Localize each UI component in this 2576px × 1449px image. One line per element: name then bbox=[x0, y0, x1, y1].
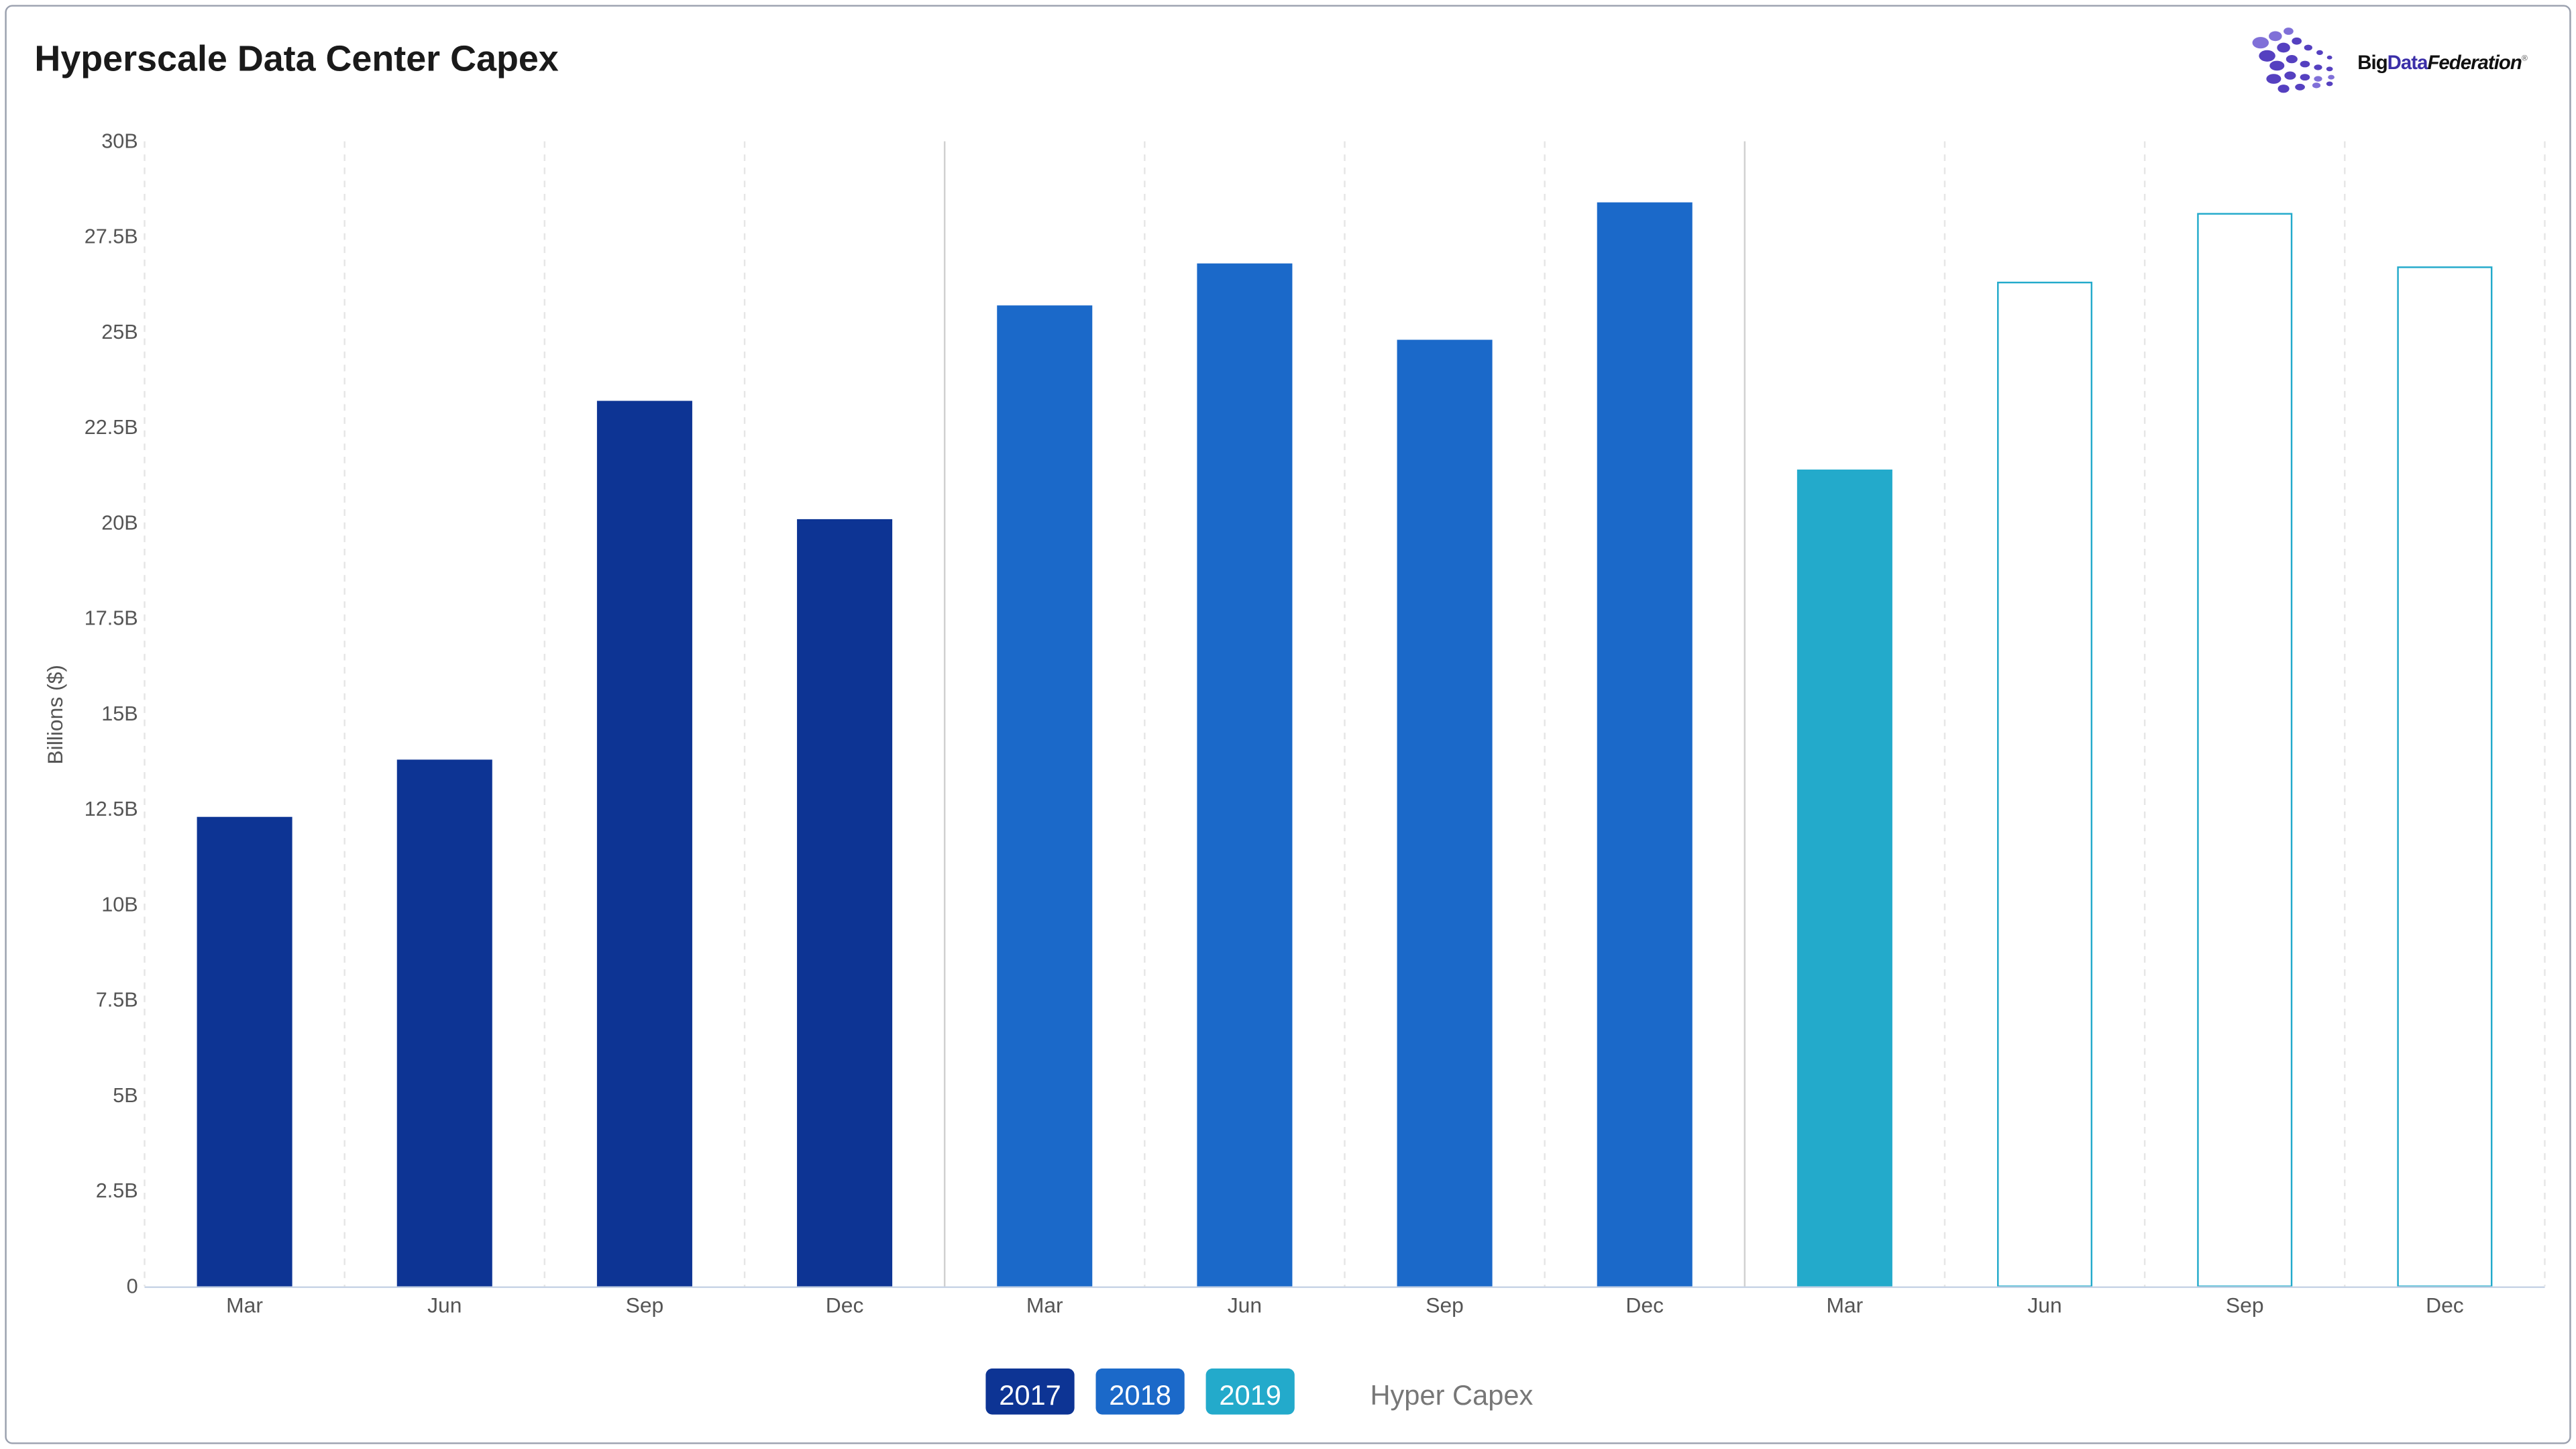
legend-label-2017: 2017 bbox=[999, 1379, 1061, 1411]
legend-item-2019[interactable]: 2019 bbox=[1205, 1368, 1295, 1415]
x-tick-label: Dec bbox=[2426, 1293, 2464, 1318]
x-tick-label: Jun bbox=[427, 1293, 462, 1318]
bar-mar-2017[interactable] bbox=[197, 816, 292, 1287]
bar-jun-2019[interactable] bbox=[1997, 281, 2093, 1287]
logo-text-federation: Federation bbox=[2427, 52, 2521, 74]
logo-registered: ® bbox=[2522, 54, 2528, 63]
legend-label-2019: 2019 bbox=[1219, 1379, 1281, 1411]
logo-text-big: Big bbox=[2357, 52, 2387, 74]
bar-jun-2017[interactable] bbox=[396, 759, 492, 1287]
legend-item-2018[interactable]: 2018 bbox=[1095, 1368, 1185, 1415]
bar-dec-2017[interactable] bbox=[797, 519, 893, 1287]
y-tick-label: 22.5B bbox=[85, 416, 138, 439]
y-tick-label: 7.5B bbox=[96, 989, 138, 1012]
x-tick-label: Mar bbox=[226, 1293, 263, 1318]
legend-item-2017[interactable]: 2017 bbox=[985, 1368, 1075, 1415]
logo-text-data: Data bbox=[2387, 52, 2428, 74]
y-tick-label: 10B bbox=[101, 893, 138, 916]
x-tick-label: Jun bbox=[2027, 1293, 2061, 1318]
bars bbox=[197, 202, 2493, 1287]
svg-text:BigDataFederation®: BigDataFederation® bbox=[2357, 52, 2528, 74]
logo-dots-icon bbox=[2252, 28, 2334, 93]
x-tick-label: Sep bbox=[2226, 1293, 2264, 1318]
y-tick-label: 25B bbox=[101, 321, 138, 343]
y-tick-label: 2.5B bbox=[96, 1179, 138, 1202]
x-tick-label: Dec bbox=[1625, 1293, 1664, 1318]
y-tick-label: 17.5B bbox=[85, 607, 138, 630]
x-tick-label: Mar bbox=[1826, 1293, 1863, 1318]
bar-sep-2017[interactable] bbox=[596, 400, 692, 1287]
y-tick-label: 5B bbox=[113, 1084, 138, 1107]
bar-dec-2018[interactable] bbox=[1597, 202, 1693, 1287]
chart-title: Hyperscale Data Center Capex bbox=[34, 38, 558, 78]
x-tick-label: Dec bbox=[826, 1293, 864, 1318]
bar-sep-2019[interactable] bbox=[2197, 213, 2293, 1287]
bar-mar-2018[interactable] bbox=[997, 305, 1093, 1287]
legend-series-name: Hyper Capex bbox=[1370, 1379, 1533, 1411]
legend-swatch-2019 bbox=[1205, 1368, 1295, 1415]
y-tick-label: 20B bbox=[101, 511, 138, 534]
x-tick-label: Sep bbox=[626, 1293, 664, 1318]
x-tick-label: Sep bbox=[1426, 1293, 1464, 1318]
x-tick-label: Jun bbox=[1228, 1293, 1262, 1318]
y-tick-label: 12.5B bbox=[85, 798, 138, 820]
y-axis-label: Billions ($) bbox=[43, 665, 67, 765]
legend-label-2018: 2018 bbox=[1109, 1379, 1171, 1411]
legend-swatch-2018 bbox=[1095, 1368, 1185, 1415]
bar-mar-2019[interactable] bbox=[1796, 469, 1892, 1287]
y-tick-label: 30B bbox=[101, 129, 138, 152]
y-tick-label: 0 bbox=[127, 1275, 138, 1297]
y-tick-label: 27.5B bbox=[85, 225, 138, 248]
legend: 2017 2018 2019 Hyper Capex bbox=[985, 1368, 1534, 1415]
gridlines bbox=[144, 141, 2546, 1287]
y-axis: 0 2.5B 5B 7.5B 10B 12.5B 15B 17.5B 20B 22.5B 25B 27… bbox=[85, 129, 138, 1297]
bar-jun-2018[interactable] bbox=[1197, 263, 1293, 1287]
x-tick-label: Mar bbox=[1026, 1293, 1063, 1318]
bar-sep-2018[interactable] bbox=[1397, 339, 1493, 1287]
bar-dec-2019[interactable] bbox=[2397, 266, 2493, 1287]
y-tick-label: 15B bbox=[101, 702, 138, 725]
legend-swatch-2017 bbox=[985, 1368, 1075, 1415]
logo: BigDataFederation® bbox=[2252, 28, 2528, 93]
x-axis: Mar Jun Sep Dec Mar Jun Sep Dec Mar Jun Sep Dec bbox=[226, 1293, 2464, 1318]
